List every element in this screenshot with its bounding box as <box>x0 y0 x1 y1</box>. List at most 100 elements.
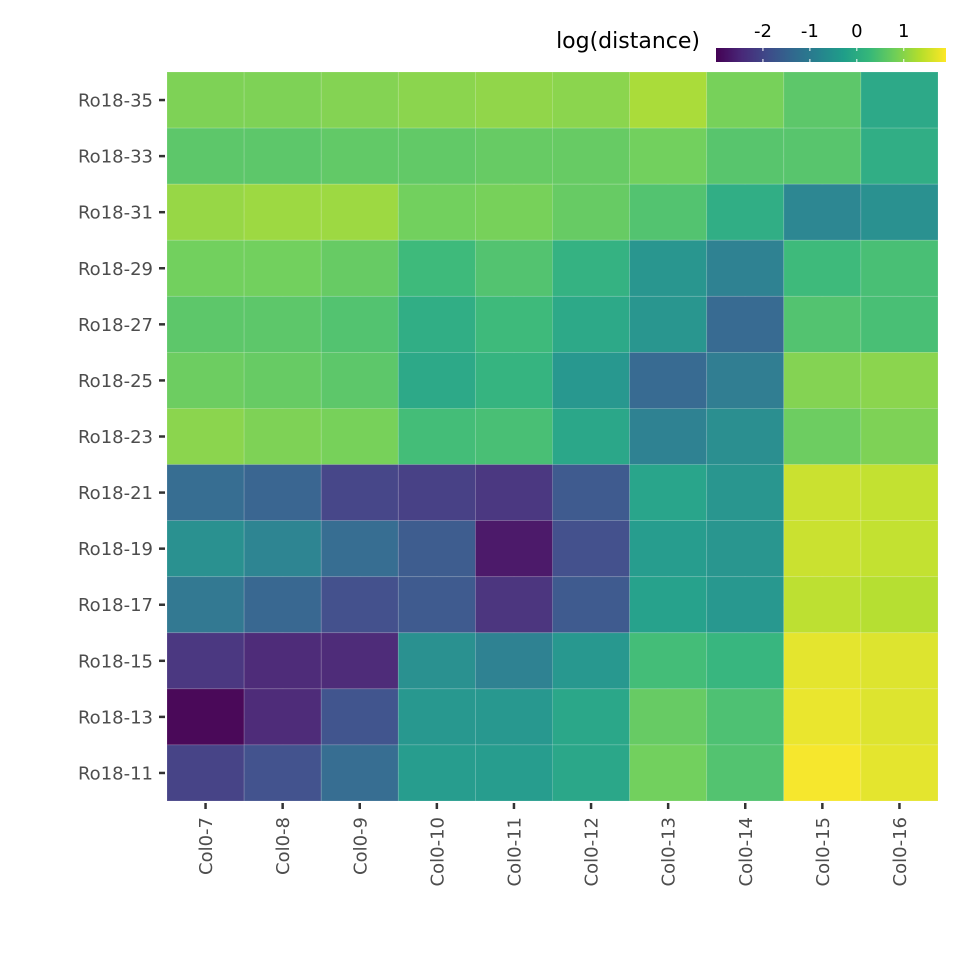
heatmap-cell <box>166 239 245 297</box>
y-axis: Ro18-35 Ro18-33 Ro18-31 Ro18-29 Ro18-27 Ro18-… <box>78 91 165 784</box>
heatmap-cell <box>860 183 939 241</box>
heatmap-cell <box>166 127 245 185</box>
heatmap-cell <box>783 295 862 353</box>
heatmap-cell <box>860 632 939 690</box>
heatmap-cell <box>783 239 862 297</box>
heatmap-cell <box>706 688 785 746</box>
heatmap-cell <box>397 127 476 185</box>
x-tick-label: Col0-7 <box>196 817 217 875</box>
heatmap-cell <box>320 127 399 185</box>
heatmap-cell <box>706 576 785 634</box>
colorbar-tick-label: 0 <box>851 21 862 42</box>
heatmap-cell <box>860 744 939 802</box>
colorbar-tick-label: -2 <box>754 21 772 42</box>
heatmap-cell <box>320 408 399 465</box>
heatmap-cell <box>397 464 476 522</box>
heatmap-cell <box>629 408 708 465</box>
heatmap-cell <box>397 576 476 634</box>
heatmap-cell <box>243 744 322 802</box>
heatmap-cell <box>706 632 785 690</box>
y-tick-label: Ro18-15 <box>78 651 153 672</box>
x-tick-label: Col0-9 <box>350 817 371 875</box>
heatmap-cell <box>783 744 862 802</box>
heatmap-cell <box>860 351 939 409</box>
y-tick-label: Ro18-23 <box>78 427 153 448</box>
colorbar <box>716 48 946 62</box>
heatmap-cell <box>783 351 862 409</box>
heatmap-cell <box>397 351 476 409</box>
heatmap-cell <box>243 408 322 465</box>
heatmap-cell <box>706 295 785 353</box>
heatmap-cell <box>166 688 245 746</box>
heatmap-cell <box>783 576 862 634</box>
heatmap-cell <box>629 295 708 353</box>
heatmap-cell <box>629 744 708 802</box>
heatmap-cell <box>706 520 785 578</box>
colorbar-legend: log(distance) -2 -1 0 1 <box>556 21 946 62</box>
heatmap-cell <box>166 183 245 241</box>
y-tick-label: Ro18-19 <box>78 539 153 560</box>
heatmap-cell <box>243 239 322 297</box>
y-tick-label: Ro18-31 <box>78 203 153 224</box>
heatmap-cell <box>243 295 322 353</box>
heatmap-cell <box>706 127 785 185</box>
heatmap-cell <box>783 688 862 746</box>
heatmap-cell <box>243 576 322 634</box>
heatmap-cell <box>783 71 862 129</box>
heatmap-cell <box>474 688 553 746</box>
heatmap-cell <box>552 408 630 465</box>
heatmap-cell <box>783 127 862 185</box>
heatmap-cell <box>474 351 553 409</box>
y-tick-label: Ro18-21 <box>78 483 153 504</box>
heatmap-cell <box>397 632 476 690</box>
heatmap-cell <box>166 520 245 578</box>
heatmap-cell <box>166 464 245 522</box>
heatmap-cell <box>474 183 553 241</box>
heatmap-cell <box>397 239 476 297</box>
heatmap-cell <box>320 295 399 353</box>
y-tick-label: Ro18-33 <box>78 147 153 168</box>
heatmap-cell <box>243 71 322 129</box>
heatmap-cell <box>320 576 399 634</box>
y-tick-label: Ro18-27 <box>78 315 153 336</box>
heatmap-cell <box>860 127 939 185</box>
heatmap-cell <box>166 632 245 690</box>
heatmap-cell <box>474 464 553 522</box>
heatmap-cell <box>320 744 399 802</box>
heatmap-cell <box>474 520 553 578</box>
heatmap-cell <box>397 408 476 465</box>
heatmap-cell <box>629 71 708 129</box>
heatmap-cell <box>860 688 939 746</box>
heatmap-cell <box>706 351 785 409</box>
colorbar-tick-label: 1 <box>898 21 909 42</box>
x-tick-label: Col0-15 <box>813 817 834 886</box>
heatmap-cell <box>474 295 553 353</box>
heatmap-cell <box>552 183 630 241</box>
heatmap-cell <box>166 351 245 409</box>
heatmap-cell <box>783 183 862 241</box>
heatmap-cell <box>629 464 708 522</box>
heatmap-cell <box>629 632 708 690</box>
heatmap-cell <box>320 183 399 241</box>
heatmap-cell <box>706 239 785 297</box>
heatmap-cell <box>474 744 553 802</box>
heatmap-cell <box>552 632 630 690</box>
heatmap-cell <box>320 239 399 297</box>
heatmap-cell <box>243 520 322 578</box>
colorbar-ticks: -2 -1 0 1 <box>754 21 909 62</box>
heatmap-cells <box>166 71 939 802</box>
heatmap-cell <box>860 576 939 634</box>
heatmap-cell <box>552 71 630 129</box>
x-tick-label: Col0-10 <box>427 817 448 886</box>
heatmap-cell <box>320 632 399 690</box>
heatmap-cell <box>706 744 785 802</box>
heatmap-cell <box>783 632 862 690</box>
heatmap-cell <box>474 239 553 297</box>
heatmap-cell <box>243 351 322 409</box>
heatmap-cell <box>474 408 553 465</box>
heatmap-cell <box>166 295 245 353</box>
heatmap-cell <box>552 127 630 185</box>
heatmap-cell <box>320 71 399 129</box>
heatmap-cell <box>706 71 785 129</box>
